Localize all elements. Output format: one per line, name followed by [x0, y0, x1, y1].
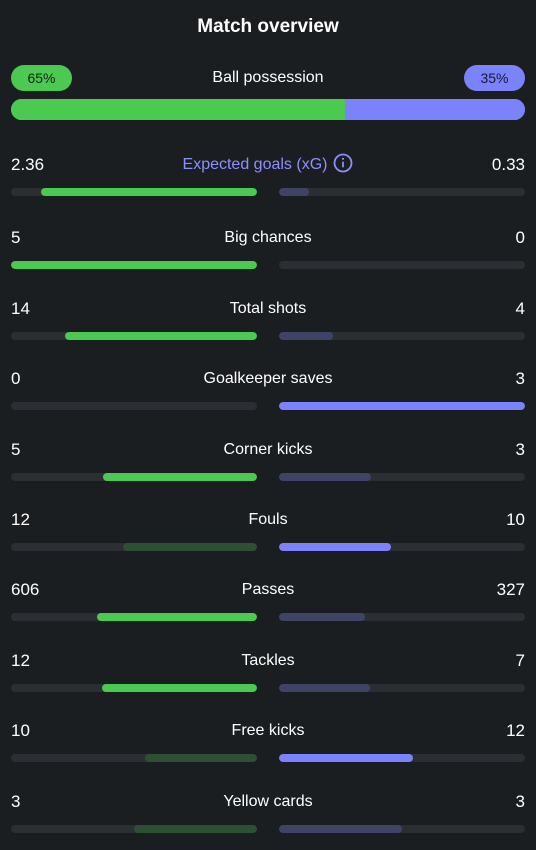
home-stat-bar-fill	[65, 332, 257, 340]
away-value: 3	[515, 440, 525, 459]
home-value: 0	[11, 369, 21, 388]
home-stat-bar	[11, 261, 257, 269]
away-stat-bar-fill	[279, 613, 366, 621]
stat-label: Tackles	[241, 652, 295, 669]
stat-label-wrap: Corner kicks	[11, 439, 525, 461]
stat-row: 2.36 Expected goals (xG) 0.33	[11, 153, 525, 196]
stat-label: Total shots	[229, 300, 307, 317]
away-stat-bar	[279, 332, 525, 340]
away-value: 10	[506, 510, 525, 529]
home-stat-bar	[11, 684, 257, 692]
away-stat-bar-fill	[279, 825, 402, 833]
home-value: 606	[11, 580, 40, 599]
page-title: Match overview	[197, 16, 339, 37]
home-stat-bar-fill	[122, 543, 257, 551]
stat-row: 5 Big chances 0	[11, 227, 525, 269]
home-value: 5	[11, 440, 21, 459]
away-possession-badge: 35%	[464, 65, 525, 91]
home-stat-bar-fill	[97, 613, 257, 621]
home-stat-bar	[11, 613, 257, 621]
home-value: 10	[11, 721, 30, 740]
home-stat-bar-fill	[145, 754, 257, 762]
stat-label-wrap: Big chances	[11, 227, 525, 249]
home-stat-bar	[11, 188, 257, 196]
stat-row: 14 Total shots 4	[11, 298, 525, 340]
away-stat-bar-fill	[279, 188, 309, 196]
stat-label: Free kicks	[231, 722, 305, 739]
home-stat-bar	[11, 402, 257, 410]
stat-label-wrap: Fouls	[11, 509, 525, 531]
away-stat-bar-fill	[279, 332, 334, 340]
stat-row: 12 Tackles 7	[11, 650, 525, 692]
stat-row: 10 Free kicks 12	[11, 720, 525, 762]
stat-row: 12 Fouls 10	[11, 509, 525, 551]
stat-label-wrap: Passes	[11, 579, 525, 601]
home-value: 5	[11, 228, 21, 247]
stat-label: Big chances	[224, 229, 312, 246]
stat-label: Corner kicks	[223, 441, 313, 458]
away-stat-bar	[279, 684, 525, 692]
stat-label: Expected goals (xG)	[182, 156, 328, 173]
stat-label: Yellow cards	[223, 793, 313, 810]
stat-label-wrap: Yellow cards	[11, 791, 525, 813]
home-value: 2.36	[11, 155, 45, 174]
away-value: 4	[515, 299, 525, 318]
stat-row: 0 Goalkeeper saves 3	[11, 368, 525, 410]
stat-label: Fouls	[248, 511, 288, 528]
home-stat-bar	[11, 825, 257, 833]
away-value: 12	[506, 721, 525, 740]
away-value: 7	[515, 651, 525, 670]
stat-label: Goalkeeper saves	[203, 370, 333, 387]
stat-label-wrap: Tackles	[11, 650, 525, 672]
away-stat-bar-fill	[279, 402, 525, 410]
home-stat-bar-fill	[103, 473, 257, 481]
away-stat-bar	[279, 754, 525, 762]
home-value: 12	[11, 651, 30, 670]
home-stat-bar-fill	[134, 825, 257, 833]
stat-label-wrap: Free kicks	[11, 720, 525, 742]
away-stat-bar-fill	[279, 543, 391, 551]
away-stat-bar	[279, 543, 525, 551]
stat-label-wrap[interactable]: Expected goals (xG)	[11, 153, 525, 176]
home-stat-bar	[11, 332, 257, 340]
away-stat-bar	[279, 261, 525, 269]
home-stat-bar	[11, 754, 257, 762]
stat-row: 5 Corner kicks 3	[11, 439, 525, 481]
away-stat-bar	[279, 473, 525, 481]
home-value: 3	[11, 792, 21, 811]
away-value: 0	[515, 228, 525, 247]
away-stat-bar	[279, 825, 525, 833]
possession-row: 65% Ball possession 35%	[11, 65, 525, 91]
home-stat-bar-fill	[11, 261, 257, 269]
home-stat-bar	[11, 473, 257, 481]
away-value: 0.33	[491, 155, 525, 174]
away-value: 3	[515, 792, 525, 811]
possession-bar-home	[11, 99, 346, 120]
home-stat-bar-fill	[101, 684, 257, 692]
home-possession-badge: 65%	[11, 65, 72, 91]
stat-row: 3 Yellow cards 3	[11, 791, 525, 833]
possession-bar	[11, 99, 525, 120]
away-stat-bar	[279, 188, 525, 196]
stat-label-wrap: Total shots	[11, 298, 525, 320]
home-value: 14	[11, 299, 30, 318]
away-stat-bar-fill	[279, 473, 372, 481]
info-icon[interactable]	[333, 153, 353, 173]
away-value: 327	[496, 580, 525, 599]
away-value: 3	[515, 369, 525, 388]
stat-label: Passes	[241, 581, 295, 598]
stat-label-wrap: Goalkeeper saves	[11, 368, 525, 390]
home-stat-bar-fill	[40, 188, 257, 196]
away-stat-bar	[279, 402, 525, 410]
possession-label: Ball possession	[212, 69, 324, 86]
away-stat-bar	[279, 613, 525, 621]
home-value: 12	[11, 510, 30, 529]
home-stat-bar	[11, 543, 257, 551]
stat-row: 606 Passes 327	[11, 579, 525, 621]
away-stat-bar-fill	[279, 754, 414, 762]
possession-bar-away	[345, 99, 525, 120]
away-stat-bar-fill	[279, 684, 370, 692]
